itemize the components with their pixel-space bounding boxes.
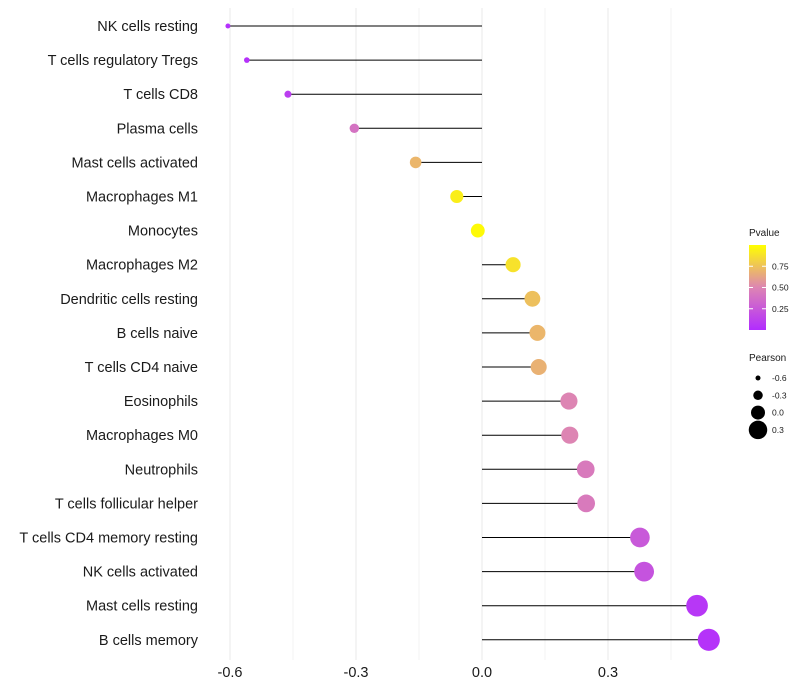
data-point — [686, 594, 708, 617]
category-label: NK cells activated — [83, 565, 198, 581]
data-point — [529, 324, 546, 341]
pearson-key-dot — [755, 375, 761, 381]
points — [225, 23, 720, 651]
pearson-key-label: -0.3 — [772, 390, 787, 400]
x-tick-label: -0.6 — [218, 665, 243, 681]
data-point — [530, 358, 547, 376]
data-point — [524, 290, 541, 307]
data-point — [697, 628, 720, 651]
category-label: T cells CD8 — [123, 87, 198, 103]
x-tick-label: 0.3 — [598, 665, 618, 681]
colorbar-tick-label: 0.50 — [772, 283, 789, 293]
data-point — [630, 527, 650, 548]
category-label: T cells CD4 memory resting — [19, 531, 198, 547]
pearson-legend-title: Pearson — [749, 353, 786, 364]
data-point — [244, 57, 250, 63]
category-label: T cells CD4 naive — [85, 360, 198, 376]
pearson-key-label: 0.3 — [772, 425, 784, 435]
category-label: T cells regulatory Tregs — [48, 53, 198, 69]
pearson-key-label: 0.0 — [772, 408, 784, 418]
x-tick-label: 0.0 — [472, 665, 492, 681]
data-point — [634, 561, 655, 582]
data-point — [349, 123, 360, 134]
x-axis-ticks: -0.6 -0.3 0.0 0.3 — [218, 665, 619, 681]
data-point — [450, 189, 464, 204]
category-label: Macrophages M0 — [86, 428, 198, 444]
category-label: B cells memory — [99, 633, 199, 649]
pvalue-legend-title: Pvalue — [749, 228, 780, 239]
pearson-key-dot — [748, 420, 768, 440]
category-label: Eosinophils — [124, 394, 198, 410]
category-label: NK cells resting — [97, 19, 198, 35]
y-axis-labels: NK cells resting T cells regulatory Tregs… — [19, 19, 198, 649]
data-point — [225, 23, 231, 29]
colorbar-tick-label: 0.75 — [772, 261, 789, 271]
pvalue-colorbar — [749, 245, 766, 330]
pearson-key-dot — [753, 390, 763, 401]
data-point — [577, 494, 596, 513]
pearson-key-label: -0.6 — [772, 373, 787, 383]
pvalue-legend-ticks: 0.75 0.50 0.25 — [749, 261, 789, 314]
category-label: T cells follicular helper — [55, 496, 198, 512]
legend: Pvalue 0.75 0.50 0.25 Pearson -0.6 -0.3 0.0 0… — [748, 228, 789, 440]
pearson-key-dot — [751, 405, 765, 420]
data-point — [561, 426, 579, 444]
data-point — [560, 392, 578, 410]
data-point — [470, 223, 485, 238]
data-point — [576, 460, 595, 479]
category-label: Plasma cells — [117, 121, 198, 137]
stems — [227, 25, 709, 641]
data-point — [284, 90, 292, 98]
category-label: B cells naive — [117, 326, 198, 342]
category-label: Monocytes — [128, 224, 198, 240]
data-point — [409, 156, 422, 169]
category-label: Neutrophils — [125, 462, 198, 478]
grid-lines — [229, 8, 672, 660]
category-label: Dendritic cells resting — [60, 292, 198, 308]
category-label: Macrophages M1 — [86, 190, 198, 206]
category-label: Macrophages M2 — [86, 258, 198, 274]
pearson-legend-keys: -0.6 -0.3 0.0 0.3 — [748, 373, 787, 440]
data-point — [505, 257, 521, 273]
category-label: Mast cells activated — [71, 155, 198, 171]
x-tick-label: -0.3 — [344, 665, 369, 681]
category-label: Mast cells resting — [86, 599, 198, 615]
colorbar-tick-label: 0.25 — [772, 304, 789, 314]
